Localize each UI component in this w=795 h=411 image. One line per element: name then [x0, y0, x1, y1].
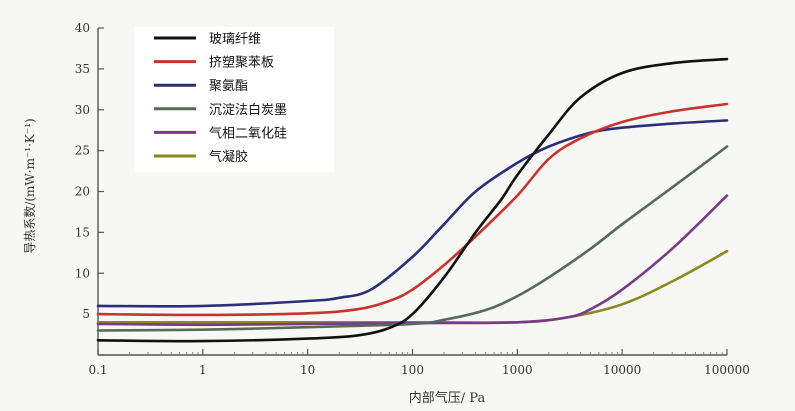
legend-label: 气凝胶: [209, 149, 248, 165]
y-tick-label: 40: [75, 21, 90, 35]
legend-label: 气相二氧化硅: [209, 125, 287, 141]
x-tick-label: 100: [401, 363, 424, 377]
y-tick-label: 25: [75, 144, 90, 158]
x-tick-label: 1000: [502, 363, 533, 377]
x-tick-label: 100000: [704, 363, 750, 377]
y-tick-label: 10: [75, 266, 90, 280]
y-tick-label: 30: [75, 103, 90, 117]
series-line: [96, 57, 729, 343]
legend-box: [134, 27, 334, 172]
axes: 5 10 15 20 25 30 35 40 0.1 1 10 100 1000 10000 100000: [75, 21, 750, 377]
legend-label: 玻璃纤维: [209, 32, 261, 47]
x-tick-label: 1: [199, 363, 207, 377]
legend-label: 聚氨酯: [209, 79, 248, 94]
y-axis-label: 导热系数/(mW·m⁻¹·K⁻¹): [22, 118, 37, 253]
series-line: [96, 102, 729, 317]
series-line: [96, 119, 729, 308]
y-tick-label: 15: [75, 225, 90, 239]
legend-label: 挤塑聚苯板: [209, 56, 274, 71]
y-tick-label: 5: [82, 307, 90, 321]
x-tick-label: 0.1: [88, 363, 107, 377]
x-tick-label: 10: [300, 363, 315, 377]
x-axis-label: 内部气压/ Pa: [409, 390, 486, 406]
y-tick-label: 35: [75, 62, 90, 76]
legend-label: 沉淀法白炭墨: [209, 102, 287, 118]
series-layer: [96, 57, 729, 343]
series-line: [96, 194, 729, 327]
y-tick-label: 20: [75, 185, 90, 199]
x-tick-label: 10000: [603, 363, 641, 377]
series-line: [96, 145, 729, 332]
